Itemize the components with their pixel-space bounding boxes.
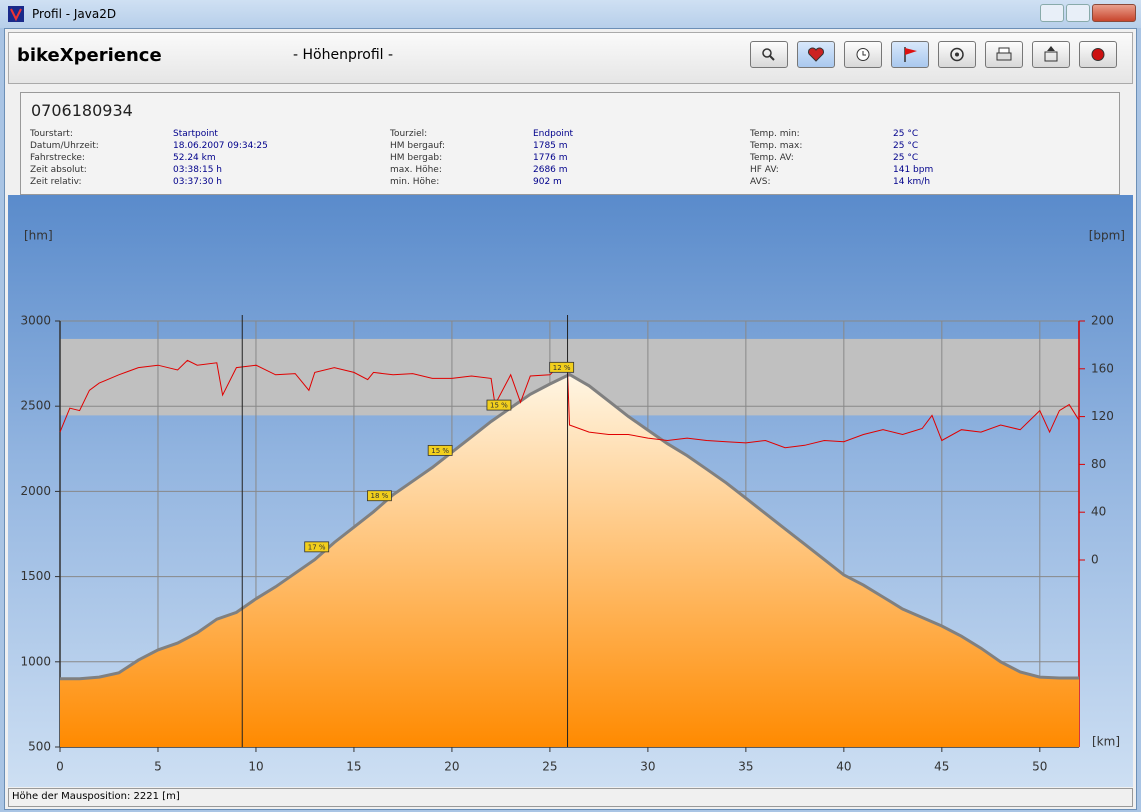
info-value: 18.06.2007 09:34:25: [173, 141, 268, 151]
y2-tick-label: 200: [1091, 314, 1114, 328]
grade-label: 17 %: [308, 543, 326, 551]
info-value: 52.24 km: [173, 153, 216, 163]
window-title: Profil - Java2D: [32, 7, 117, 21]
print-button[interactable]: [985, 41, 1023, 68]
y2-tick-label: 0: [1091, 552, 1099, 566]
x-tick-label: 40: [836, 760, 851, 774]
flag-button[interactable]: [891, 41, 929, 68]
x-tick-label: 15: [346, 760, 361, 774]
info-label: Temp. max:: [750, 141, 803, 151]
info-label: Tourziel:: [390, 129, 428, 139]
x-tick-label: 20: [444, 760, 459, 774]
close-button[interactable]: [1092, 4, 1136, 22]
info-value: 25 °C: [893, 129, 919, 139]
export-button[interactable]: [1032, 41, 1070, 68]
heart-rate-line: [59, 359, 1080, 449]
heart-rate-button[interactable]: [797, 41, 835, 68]
x-tick-label: 10: [248, 760, 263, 774]
y-tick-label: 1000: [20, 654, 51, 668]
info-value: 25 °C: [893, 153, 919, 163]
grade-label: 15 %: [490, 402, 508, 410]
info-label: Zeit relativ:: [30, 177, 82, 187]
info-label: Temp. min:: [750, 129, 800, 139]
info-value: 1785 m: [533, 141, 568, 151]
minimize-button[interactable]: [1040, 4, 1064, 22]
info-value: 902 m: [533, 177, 562, 187]
x-tick-label: 5: [154, 760, 162, 774]
grade-label-box: [367, 490, 392, 502]
info-value: 14 km/h: [893, 177, 931, 187]
info-label: Tourstart:: [30, 129, 73, 139]
grade-label-box: [304, 541, 330, 553]
grade-label: 12 %: [553, 364, 571, 372]
y2-tick-label: 120: [1091, 409, 1114, 423]
y-tick-label: 500: [28, 740, 51, 754]
time-button[interactable]: [844, 41, 882, 68]
elevation-area: [60, 374, 1079, 747]
x-tick-label: 50: [1032, 760, 1047, 774]
title-bar: Profil - Java2D: [0, 0, 1141, 28]
y2-tick-label: 80: [1091, 457, 1106, 471]
info-value: 1776 m: [533, 153, 568, 163]
tour-id: 0706180934: [31, 101, 133, 120]
y-tick-label: 2000: [20, 484, 51, 498]
app-name: bikeXperience: [17, 45, 162, 66]
info-label: HM bergab:: [390, 153, 443, 163]
info-label: Fahrstrecke:: [30, 153, 85, 163]
status-bar: Höhe der Mausposition: 2221 [m]: [8, 788, 1133, 807]
info-value: Startpoint: [173, 129, 218, 139]
app-icon: [8, 6, 24, 22]
y2-axis-label: [bpm]: [1089, 229, 1125, 243]
grade-label-box: [486, 399, 512, 411]
info-label: Temp. AV:: [750, 153, 794, 163]
info-label: Zeit absolut:: [30, 165, 87, 175]
info-label: Datum/Uhrzeit:: [30, 141, 99, 151]
y-axis-label: [hm]: [24, 229, 53, 243]
y2-tick-label: 160: [1091, 361, 1114, 375]
route-button[interactable]: [938, 41, 976, 68]
maximize-button[interactable]: [1066, 4, 1090, 22]
info-value: 03:38:15 h: [173, 165, 222, 175]
grade-label-box: [427, 445, 453, 456]
info-value: 141 bpm: [893, 165, 934, 175]
info-label: HM bergauf:: [390, 141, 445, 151]
grade-label-box: [549, 361, 575, 373]
y2-tick-label: 40: [1091, 505, 1106, 519]
info-label: max. Höhe:: [390, 165, 442, 175]
view-name: - Höhenprofil -: [293, 47, 394, 63]
info-label: HF AV:: [750, 165, 779, 175]
x-axis-label: [km]: [1092, 735, 1120, 749]
y-tick-label: 2500: [20, 399, 51, 413]
info-label: min. Höhe:: [390, 177, 440, 187]
info-label: AVS:: [750, 177, 771, 187]
info-value: 03:37:30 h: [173, 177, 222, 187]
x-tick-label: 45: [934, 760, 949, 774]
x-tick-label: 35: [738, 760, 753, 774]
elevation-line: [60, 372, 1079, 681]
record-button[interactable]: [1079, 41, 1117, 68]
x-tick-label: 0: [56, 760, 64, 774]
grade-label: 15 %: [431, 447, 449, 455]
y-tick-label: 1500: [20, 569, 51, 583]
y-tick-label: 3000: [20, 314, 51, 328]
info-value: 25 °C: [893, 141, 919, 151]
info-panel: 0706180934 Tourstart: Startpoint Datum/Uhr…: [20, 92, 1120, 195]
grade-label: 18 %: [371, 492, 389, 500]
info-value: 2686 m: [533, 165, 568, 175]
x-tick-label: 25: [542, 760, 557, 774]
x-tick-label: 30: [640, 760, 655, 774]
info-value: Endpoint: [533, 129, 574, 139]
status-text: Höhe der Mausposition: 2221 [m]: [12, 791, 180, 802]
zoom-button[interactable]: [750, 41, 788, 68]
